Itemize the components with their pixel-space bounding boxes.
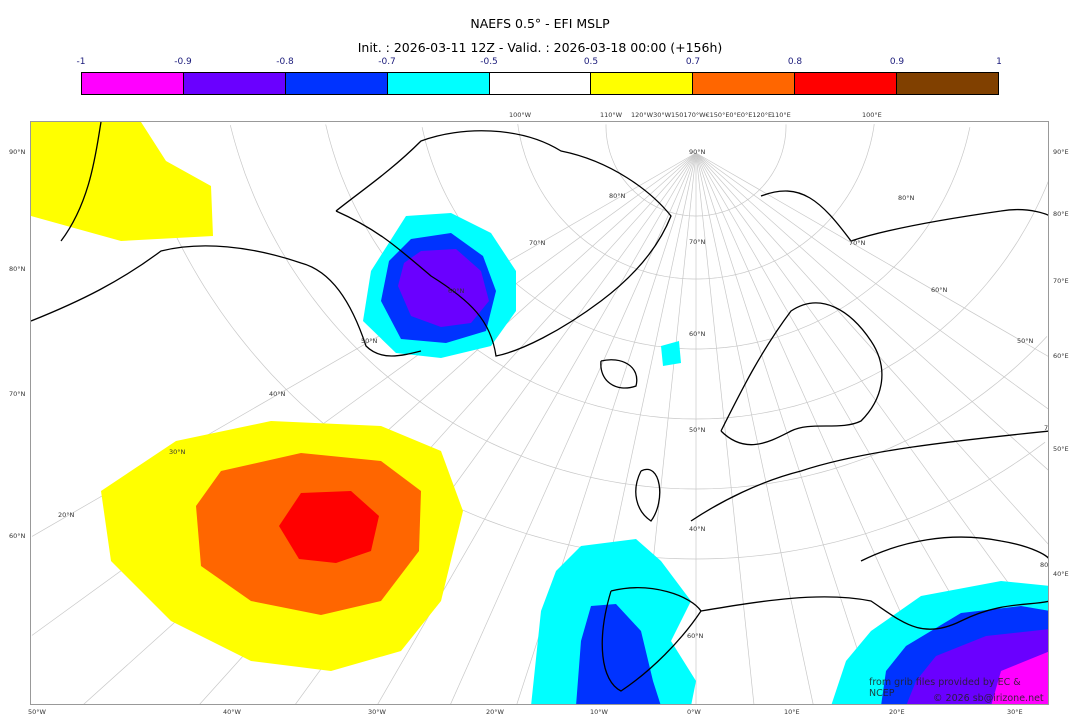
right-lon-label: 70°E — [1053, 277, 1069, 285]
efi-yellow-northwest — [31, 122, 213, 241]
right-lon-label: 50°E — [1053, 445, 1069, 453]
parallel-line — [605, 124, 787, 217]
bottom-lon-label: 20°E — [889, 708, 905, 716]
colorbar-tick-label: 0.5 — [583, 57, 599, 67]
inner-lat-label: 20°N — [58, 511, 75, 519]
left-lat-label: 90°N — [9, 148, 26, 156]
left-lat-label: 60°N — [9, 532, 26, 540]
efi-greenland-low — [363, 213, 516, 358]
inner-lat-label: 70°N — [1044, 424, 1049, 432]
inner-lat-label: 40°N — [689, 525, 706, 533]
colorbar-tick-label: -0.8 — [276, 57, 294, 67]
left-lat-label: 80°N — [9, 265, 26, 273]
inner-lat-label: 60°N — [448, 287, 465, 295]
credit-copyright: © 2026 sb@irizone.net — [933, 693, 1044, 704]
colorbar-tick-label: -0.5 — [480, 57, 498, 67]
meridian-line — [695, 152, 1048, 357]
inner-lat-label: 70°N — [689, 238, 706, 246]
left-lat-label: 70°N — [9, 390, 26, 398]
colorbar-swatch — [489, 73, 592, 94]
efi-eastmed-low — [831, 581, 1048, 704]
inner-lat-label: 70°N — [849, 239, 866, 247]
inner-lat-label: 60°N — [687, 632, 704, 640]
meridian-line — [695, 152, 1048, 545]
inner-lat-label: 40°N — [269, 390, 286, 398]
bottom-lon-label: 30°E — [1007, 708, 1023, 716]
inner-lat-label: 80°N — [898, 194, 915, 202]
coastlines — [31, 122, 1048, 692]
inner-lat-label: 70°N — [529, 239, 546, 247]
right-lon-label: 60°E — [1053, 352, 1069, 360]
bottom-lon-label: 30°W — [368, 708, 386, 716]
bottom-lon-label: 50°W — [28, 708, 46, 716]
inner-lat-label: 50°N — [689, 426, 706, 434]
right-lon-label: 90°E — [1053, 148, 1069, 156]
map-panel: 90°N 80°N 70°N 60°N 50°N 60°N 70°N 80°N 70°N 60°N… — [30, 121, 1049, 705]
right-lon-label: 80°E — [1053, 210, 1069, 218]
colorbar-swatch — [387, 73, 490, 94]
inner-lat-label: 60°N — [931, 286, 948, 294]
bottom-lon-label: 10°W — [590, 708, 608, 716]
meridian-line — [695, 152, 814, 704]
inner-lat-label: 80°N — [1040, 561, 1049, 569]
colorbar-tick-label: 0.9 — [889, 57, 905, 67]
meridian-line — [695, 152, 1048, 471]
meridian-line — [695, 152, 1048, 639]
inner-lat-label: 50°N — [1017, 337, 1034, 345]
top-lon-label: 120°W30°W150170°W€150°E0°E0°E120°E — [631, 111, 773, 119]
colorbar-swatch — [693, 73, 796, 94]
meridian-line — [695, 152, 876, 704]
parallel-line — [517, 124, 875, 280]
efi-atlantic-high — [101, 421, 463, 671]
map-subtitle: Init. : 2026-03-11 12Z - Valid. : 2026-0… — [357, 40, 723, 55]
colorbar-swatch — [285, 73, 388, 94]
colorbar-swatch — [897, 73, 999, 94]
meridian-line — [695, 152, 755, 704]
map-svg — [31, 122, 1048, 704]
colorbar-tick-label: 1 — [996, 57, 1002, 67]
colorbar-tick-label: -0.7 — [378, 57, 396, 67]
inner-lat-label: 30°N — [169, 448, 186, 456]
map-title: NAEFS 0.5° - EFI MSLP — [470, 16, 610, 31]
colorbar-swatch — [82, 73, 184, 94]
inner-lat-label: 60°N — [689, 330, 706, 338]
colorbar-tick-label: -0.9 — [174, 57, 192, 67]
top-lon-label: 100°W — [509, 111, 532, 119]
inner-lat-label: 80°N — [609, 192, 626, 200]
colorbar-swatch — [795, 73, 898, 94]
credit-source: from grib files provided by EC & NCEP — [869, 677, 1021, 699]
bottom-lon-label: 0°W — [687, 708, 701, 716]
right-lon-label: 40°E — [1053, 570, 1069, 578]
bottom-lon-label: 10°E — [784, 708, 800, 716]
colorbar-tick-label: -1 — [76, 57, 86, 67]
colorbar-tick-label: 0.8 — [787, 57, 803, 67]
top-lon-label: 110°E — [771, 111, 791, 119]
meridian-line — [695, 152, 1048, 410]
colorbar-swatch — [183, 73, 286, 94]
efi-iberia-low — [531, 341, 696, 704]
bottom-lon-label: 20°W — [486, 708, 504, 716]
colorbar — [81, 72, 999, 95]
inner-lat-label: 50°N — [361, 337, 378, 345]
inner-lat-label: 90°N — [689, 148, 706, 156]
bottom-lon-label: 40°W — [223, 708, 241, 716]
parallel-line — [229, 125, 1048, 490]
colorbar-swatch — [591, 73, 694, 94]
parallel-line — [135, 129, 1046, 560]
colorbar-tick-label: 0.7 — [685, 57, 701, 67]
top-lon-label: 110°W — [600, 111, 623, 119]
top-lon-label: 100°E — [862, 111, 882, 119]
